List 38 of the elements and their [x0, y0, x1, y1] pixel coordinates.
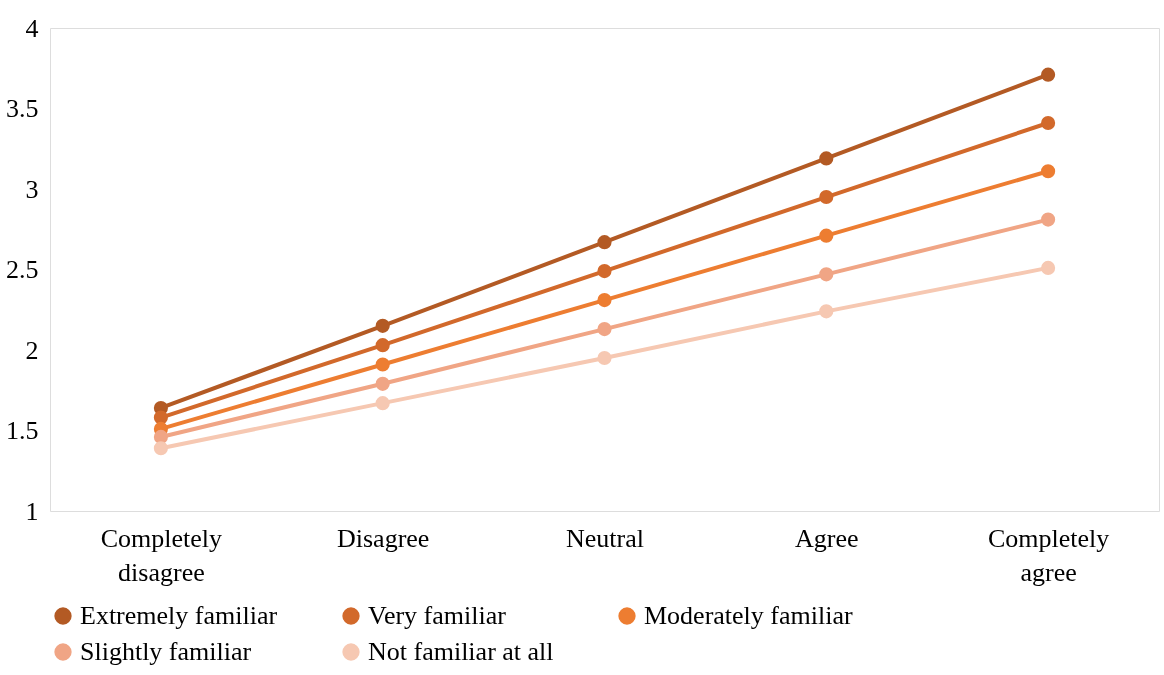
point: [597, 350, 612, 366]
y-tick-label: 1.5: [6, 416, 39, 445]
x-tick-label: Completely agree: [987, 523, 1110, 587]
point: [1041, 115, 1056, 131]
point: [819, 189, 834, 205]
point: [1041, 164, 1056, 179]
y-tick-label: 3.5: [6, 94, 39, 123]
x-tick-label: Neutral: [566, 523, 644, 553]
y-tick-label: 1: [25, 496, 39, 526]
x-tick-label: Agree: [795, 523, 859, 553]
point: [597, 322, 612, 337]
legend-label: Very familiar: [368, 601, 507, 630]
y-tick-label: 3: [25, 174, 39, 204]
x-tick-label: Disagree: [337, 523, 430, 553]
point: [819, 304, 834, 319]
y-tick-label: 2: [25, 335, 39, 365]
point: [1041, 212, 1056, 227]
legend-label: Extremely familiar: [80, 601, 278, 630]
point: [153, 441, 168, 456]
point: [597, 235, 612, 250]
x-tick-label: Completely disagree: [100, 523, 223, 587]
point: [819, 267, 834, 282]
point: [375, 318, 390, 333]
point: [375, 357, 390, 372]
point: [375, 396, 390, 411]
point: [1041, 260, 1056, 275]
point: [597, 264, 612, 279]
point: [375, 376, 390, 391]
point: [819, 151, 834, 166]
y-tick-label: 4: [25, 13, 39, 43]
legend-label: Not familiar at all: [368, 637, 554, 666]
y-tick-label: 2.5: [6, 255, 39, 284]
point: [597, 293, 612, 308]
point: [375, 338, 390, 353]
point: [1041, 67, 1056, 82]
legend-label: Moderately familiar: [644, 601, 853, 630]
legend-label: Slightly familiar: [80, 637, 252, 666]
point: [819, 228, 834, 243]
